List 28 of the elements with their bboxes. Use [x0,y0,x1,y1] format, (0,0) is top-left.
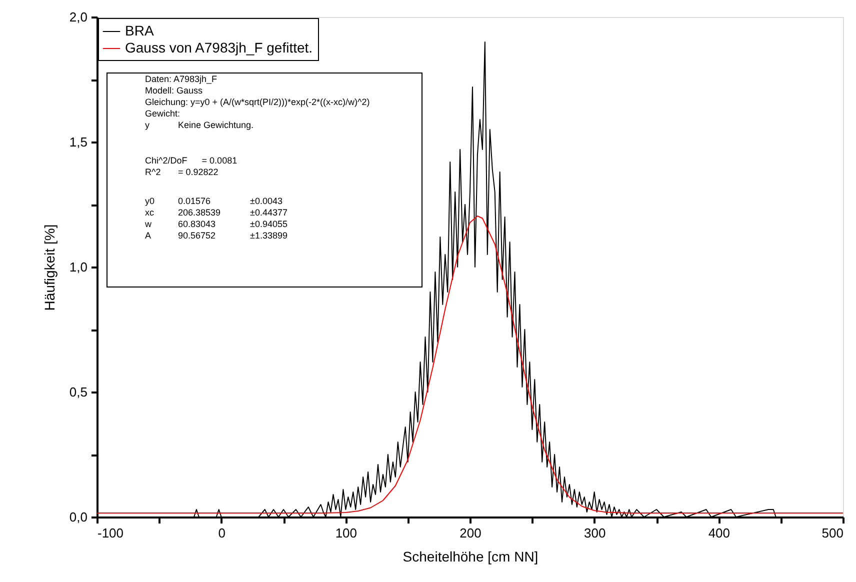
text: R^2 = 0.92822 [145,167,218,177]
text: Chi^2/DoF = 0.0081 [145,156,238,166]
y-tick-label: 2,0 [69,10,88,24]
y-tick-label: 1,5 [69,134,88,150]
x-tick-label: 500 [822,526,844,540]
x-tick-label: 400 [708,526,730,540]
text: y0 0.01576 ±0.0043 [145,196,282,206]
text: A 90.56752 ±1.33899 [145,230,288,240]
text: w 60.83043 ±0.94055 [145,219,288,229]
y-tick-label: 0,5 [69,384,88,400]
y-tick-label: 1,0 [69,260,88,274]
x-tick-label: 100 [335,526,358,540]
x-tick-label: 0 [218,526,226,540]
x-axis-title: Scheitelhöhe [cm NN] [402,548,538,564]
x-tick-label: 300 [584,526,606,540]
text: xc 206.38539 ±0.44377 [145,208,288,218]
y-axis-title: Häufigkeit [%] [41,224,58,311]
legend-label: BRA [125,22,154,38]
annotation: Gewicht: [145,108,180,118]
annotation: Modell: Gauss [145,86,204,96]
text: y Keine Gewichtung. [145,120,254,130]
annotation: Gleichung: y=y0 + (A/(w*sqrt(PI/2)))*exp(-2*((x-xc)/w)^2) [145,97,370,107]
y-tick-label: 0,0 [69,510,88,524]
legend-label: Gauss von A7983jh_F gefittet. [125,40,313,56]
x-tick-label: 200 [460,526,482,540]
annotation: Daten: A7983jh_F [145,74,218,84]
line-series [96,216,844,514]
x-tick-label: -100 [98,526,124,540]
